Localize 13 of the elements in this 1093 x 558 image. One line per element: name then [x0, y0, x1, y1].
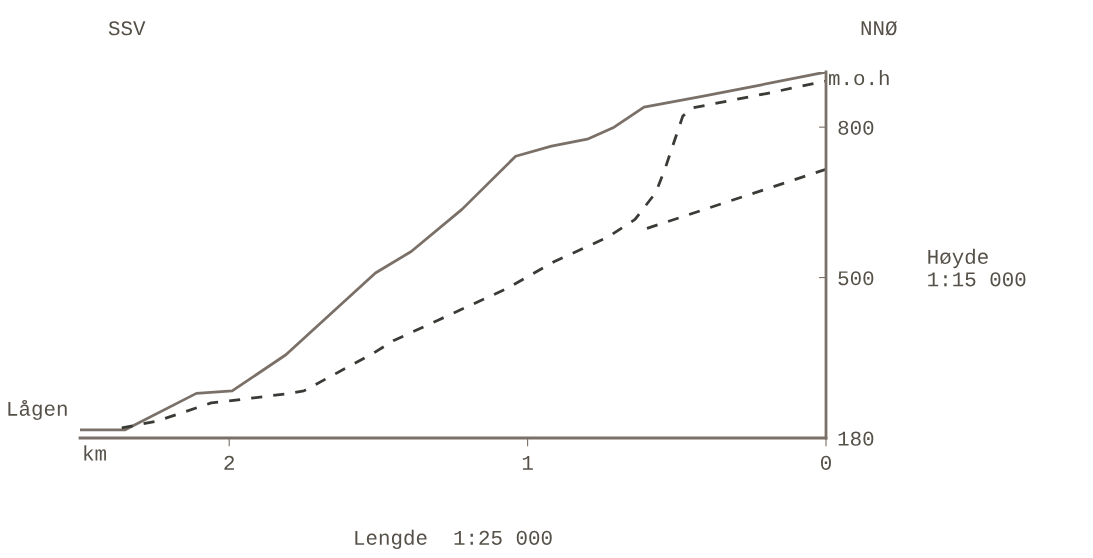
x-tick-label: 1 — [522, 456, 533, 470]
y-tick-label: 800 — [838, 120, 874, 135]
y-axis-title: Høyde 1:15 000 — [928, 248, 1026, 287]
text: NNØ — [861, 20, 897, 36]
x-tick-label: 2 — [224, 455, 234, 470]
text: m.o.h — [829, 70, 889, 86]
x-axis-title: Lengde 1:25 000 — [355, 529, 552, 550]
text: SSV — [108, 21, 146, 36]
x-tick-label: 0 — [821, 455, 831, 470]
text: Lågen — [8, 399, 67, 421]
y-tick-label: 180 — [838, 431, 874, 446]
text: km — [84, 445, 106, 461]
y-tick-label: 500 — [838, 271, 874, 286]
